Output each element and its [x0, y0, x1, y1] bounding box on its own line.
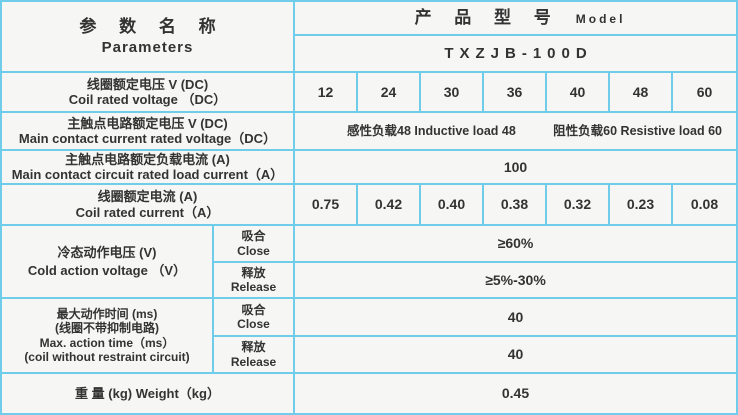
coil-current-label-en: Coil rated current（A） — [75, 204, 220, 220]
max-close-en: Close — [237, 317, 270, 331]
coil-current-value: 0.08 — [673, 185, 736, 226]
inductive-load-value: 感性负载48 Inductive load 48 — [347, 123, 516, 138]
coil-voltage-label-zh: 线圈额定电压 V (DC) — [86, 76, 209, 92]
cold-close-value: ≥60% — [295, 226, 736, 263]
coil-voltage-value: 48 — [610, 73, 673, 113]
weight-label-cell: 重 量 (kg) Weight（kg） — [2, 374, 295, 413]
max-close-sublabel-cell: 吸合 Close — [214, 299, 295, 337]
model-value-cell: TXZJB-100D — [295, 36, 736, 73]
contact-voltage-label-zh: 主触点电路额定电压 V (DC) — [67, 115, 228, 131]
coil-voltage-value: 12 — [295, 73, 358, 113]
param-header-cell: 参 数 名 称 Parameters — [2, 2, 295, 73]
coil-voltage-value: 36 — [484, 73, 547, 113]
coil-voltage-label-cell: 线圈额定电压 V (DC) Coil rated voltage （DC） — [2, 73, 295, 113]
coil-current-value: 0.38 — [484, 185, 547, 226]
coil-current-value: 0.75 — [295, 185, 358, 226]
coil-current-value: 0.42 — [358, 185, 421, 226]
cold-voltage-label-cell: 冷态动作电压 (V) Cold action voltage （V） — [2, 226, 214, 299]
coil-current-label-zh: 线圈额定电流 (A) — [97, 189, 198, 205]
param-header-en: Parameters — [101, 38, 194, 56]
weight-label: 重 量 (kg) Weight（kg） — [75, 385, 220, 401]
max-time-label-en2: (coil without restraint circuit) — [24, 349, 190, 364]
cold-release-zh: 释放 — [241, 265, 266, 280]
max-release-sublabel-cell: 释放 Release — [214, 337, 295, 374]
contact-voltage-label-en: Main contact current rated voltage（DC） — [18, 131, 277, 146]
cold-close-sublabel-cell: 吸合 Close — [214, 226, 295, 263]
max-release-zh: 释放 — [241, 340, 266, 355]
cold-close-zh: 吸合 — [241, 229, 266, 244]
max-time-label-en1: Max. action time（ms） — [39, 335, 175, 350]
model-header-zh: 产 品 型 号 — [414, 7, 560, 27]
coil-current-value: 0.32 — [547, 185, 610, 226]
coil-current-value: 0.23 — [610, 185, 673, 226]
coil-current-value: 0.40 — [421, 185, 484, 226]
model-value: TXZJB-100D — [444, 44, 593, 62]
weight-value: 0.45 — [501, 385, 530, 402]
cold-voltage-label-en: Cold action voltage （V） — [27, 262, 187, 278]
max-close-zh: 吸合 — [241, 302, 266, 317]
max-time-label-cell: 最大动作时间 (ms) (线圈不带抑制电路) Max. action time（… — [2, 299, 214, 374]
cold-release-en: Release — [230, 280, 277, 294]
cold-release-value: ≥5%-30% — [295, 263, 736, 299]
cold-release-sublabel-cell: 释放 Release — [214, 263, 295, 299]
coil-voltage-value: 40 — [547, 73, 610, 113]
max-time-label-zh1: 最大动作时间 (ms) — [56, 307, 158, 322]
max-release-value: 40 — [295, 337, 736, 374]
coil-current-label-cell: 线圈额定电流 (A) Coil rated current（A） — [2, 185, 295, 226]
model-header-cell: 产 品 型 号 Model — [295, 2, 736, 36]
coil-voltage-value: 60 — [673, 73, 736, 113]
max-time-label-zh2: (线圈不带抑制电路) — [55, 321, 159, 336]
load-current-label-zh: 主触点电路额定负载电流 (A) — [65, 151, 230, 167]
param-header-zh: 参 数 名 称 — [79, 16, 225, 36]
coil-voltage-value: 24 — [358, 73, 421, 113]
cold-close-en: Close — [237, 243, 270, 258]
contact-voltage-value-cell: 感性负载48 Inductive load 48 阻性负载60 Resistiv… — [295, 113, 736, 151]
max-close-value: 40 — [295, 299, 736, 337]
load-current-label-en: Main contact circuit rated load current（… — [11, 167, 284, 182]
coil-voltage-value: 30 — [421, 73, 484, 113]
resistive-load-value: 阻性负载60 Resistive load 60 — [553, 123, 722, 138]
load-current-value: 100 — [295, 151, 736, 185]
contact-voltage-label-cell: 主触点电路额定电压 V (DC) Main contact current ra… — [2, 113, 295, 151]
cold-voltage-label-zh: 冷态动作电压 (V) — [57, 245, 157, 261]
coil-voltage-label-en: Coil rated voltage （DC） — [68, 92, 227, 107]
max-release-en: Release — [230, 354, 277, 369]
model-header-en: Model — [575, 11, 626, 26]
load-current-label-cell: 主触点电路额定负载电流 (A) Main contact circuit rat… — [2, 151, 295, 185]
